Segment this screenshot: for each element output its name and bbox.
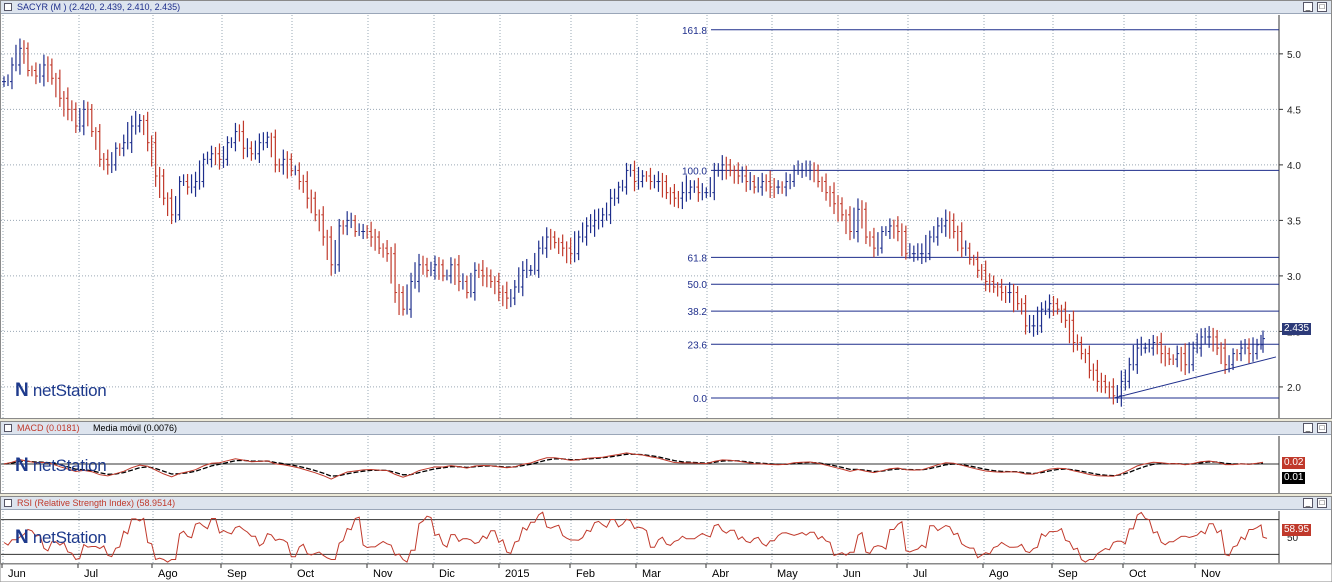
- price-chart: 2.02.53.03.54.04.55.00.023.638.250.061.8…: [1, 15, 1301, 418]
- panel-menu-icon[interactable]: [4, 424, 12, 432]
- rsi-chart: 50: [1, 511, 1299, 563]
- x-tick-label: Mar: [642, 568, 661, 580]
- y-tick-label: 50: [1287, 533, 1299, 544]
- rsi-panel-header: RSI (Relative Strength Index) (58.9514) …: [1, 497, 1331, 510]
- price-panel-title: SACYR (M ) (2.420, 2.439, 2.410, 2.435): [17, 2, 181, 12]
- macd-chart: 0.0: [1, 436, 1301, 493]
- x-tick-label: Jun: [843, 568, 861, 580]
- support-trendline: [1113, 356, 1277, 399]
- rsi-panel: RSI (Relative Strength Index) (58.9514) …: [0, 496, 1332, 564]
- minimize-icon[interactable]: _: [1303, 2, 1313, 12]
- panel-menu-icon[interactable]: [4, 3, 12, 11]
- x-tick-label: Jul: [84, 568, 98, 580]
- minimize-icon[interactable]: _: [1303, 423, 1313, 433]
- y-tick-label: 4.0: [1287, 161, 1301, 172]
- x-tick-label: Jul: [913, 568, 927, 580]
- x-tick-label: Jun: [8, 568, 26, 580]
- x-tick-label: May: [777, 568, 798, 580]
- macd-panel-title: MACD (0.0181): [17, 423, 80, 433]
- x-tick-label: Oct: [297, 568, 314, 580]
- x-tick-label: Ago: [989, 568, 1009, 580]
- macd-signal-title: Media móvil (0.0076): [93, 423, 178, 433]
- x-axis-background: [0, 564, 1332, 582]
- macd-panel: MACD (0.0181) Media móvil (0.0076) _ □ 0…: [0, 421, 1332, 494]
- fibonacci-label: 61.8: [688, 253, 708, 264]
- netstation-logo: N netStation: [15, 455, 107, 476]
- x-tick-label: Ago: [158, 568, 178, 580]
- rsi-value-box: 58.95: [1282, 524, 1312, 536]
- last-price-box: 2.435: [1282, 323, 1312, 335]
- signal-line: [3, 453, 1264, 477]
- y-tick-label: 4.5: [1287, 105, 1301, 116]
- x-tick-label: Feb: [576, 568, 595, 580]
- fibonacci-label: 23.6: [688, 340, 708, 351]
- y-tick-label: 3.5: [1287, 216, 1301, 227]
- y-tick-label: 2.0: [1287, 383, 1301, 394]
- fibonacci-label: 161.8: [682, 26, 707, 37]
- x-tick-label: Oct: [1129, 568, 1146, 580]
- netstation-logo: N netStation: [15, 380, 107, 401]
- x-tick-label: Abr: [712, 568, 729, 580]
- macd-line: [3, 452, 1264, 480]
- signal-value-box: 0.01: [1282, 472, 1306, 484]
- price-panel: SACYR (M ) (2.420, 2.439, 2.410, 2.435) …: [0, 0, 1332, 419]
- x-tick-label: Nov: [373, 568, 393, 580]
- maximize-icon[interactable]: □: [1317, 2, 1327, 12]
- x-axis: Jun Jul Ago Sep Oct Nov Dic 2015 Feb Mar Abr May Jun…: [0, 564, 1332, 582]
- fibonacci-label: 100.0: [682, 166, 707, 177]
- panel-menu-icon[interactable]: [4, 499, 12, 507]
- x-tick-label: 2015: [505, 568, 529, 580]
- fibonacci-label: 38.2: [688, 307, 708, 318]
- x-tick-label: Sep: [1058, 568, 1078, 580]
- maximize-icon[interactable]: □: [1317, 498, 1327, 508]
- x-tick-label: Nov: [1201, 568, 1221, 580]
- price-panel-header: SACYR (M ) (2.420, 2.439, 2.410, 2.435) …: [1, 1, 1331, 14]
- rsi-line: [3, 511, 1268, 563]
- fibonacci-label: 0.0: [693, 394, 707, 405]
- maximize-icon[interactable]: □: [1317, 423, 1327, 433]
- rsi-panel-title: RSI (Relative Strength Index) (58.9514): [17, 498, 176, 508]
- x-tick-label: Sep: [227, 568, 247, 580]
- macd-panel-header: MACD (0.0181) Media móvil (0.0076) _ □: [1, 422, 1331, 435]
- netstation-logo: N netStation: [15, 527, 107, 548]
- fibonacci-label: 50.0: [688, 280, 708, 291]
- x-tick-label: Dic: [439, 568, 455, 580]
- y-tick-label: 3.0: [1287, 272, 1301, 283]
- y-tick-label: 5.0: [1287, 50, 1301, 61]
- minimize-icon[interactable]: _: [1303, 498, 1313, 508]
- macd-value-box: 0.02: [1282, 457, 1306, 469]
